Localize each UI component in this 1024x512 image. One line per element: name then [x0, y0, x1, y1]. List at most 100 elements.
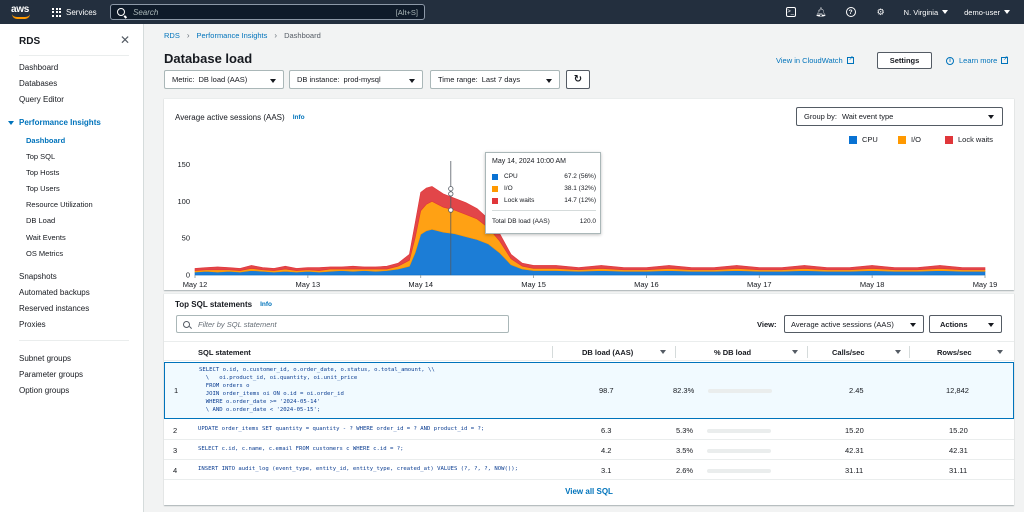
group-by-value: Wait event type — [841, 112, 894, 121]
sql-filter-input[interactable]: Filter by SQL statement — [176, 315, 509, 333]
column-sql-statement[interactable]: SQL statement — [198, 348, 251, 357]
legend-lock-waits[interactable]: Lock waits — [945, 135, 993, 144]
view-value: Average active sessions (AAS) — [791, 319, 894, 329]
breadcrumb-rds[interactable]: RDS — [164, 31, 180, 40]
sidebar-subitem-resource-utilization[interactable]: Resource Utilization — [26, 200, 93, 209]
tooltip-label: CPU — [504, 173, 518, 180]
sidebar-item-subnet-groups[interactable]: Subnet groups — [19, 354, 72, 363]
sql-table-header: SQL statement DB load (AAS) % DB load Ca… — [164, 341, 1014, 361]
tooltip-label: Lock waits — [504, 197, 535, 204]
table-row[interactable]: 3 SELECT c.id, c.name, c.email FROM cust… — [164, 441, 1014, 460]
pct-db-load-value: 82.3% — [673, 386, 695, 395]
refresh-button[interactable]: ↻ — [566, 70, 590, 89]
sidebar-item-reserved-instances[interactable]: Reserved instances — [19, 304, 90, 313]
metric-select[interactable]: Metric: DB load (AAS) — [164, 70, 284, 89]
global-search-input[interactable]: Search [Alt+S] — [110, 4, 425, 20]
legend-label: CPU — [862, 135, 878, 144]
calls-sec-value: 2.45 — [849, 386, 864, 395]
legend-cpu[interactable]: CPU — [849, 135, 878, 144]
breadcrumb-performance-insights[interactable]: Performance Insights — [196, 31, 268, 40]
db-load-value: 98.7 — [599, 386, 614, 395]
table-row[interactable]: 2 UPDATE order_items SET quantity = quan… — [164, 420, 1014, 440]
sidebar-subitem-db-load[interactable]: DB Load — [26, 216, 56, 225]
sidebar-item-dashboard[interactable]: Dashboard — [19, 63, 59, 72]
sidebar-subitem-os-metrics[interactable]: OS Metrics — [26, 249, 64, 258]
legend-io[interactable]: I/O — [898, 135, 921, 144]
bell-icon[interactable]: 🔔︎ — [814, 6, 827, 17]
sort-caret-icon[interactable] — [660, 350, 666, 354]
sidebar-subitem-top-hosts[interactable]: Top Hosts — [26, 168, 60, 177]
db-instance-select[interactable]: DB instance: prod-mysql — [289, 70, 423, 89]
divider — [19, 55, 129, 56]
tooltip-value: 67.2 (56%) — [564, 173, 596, 180]
settings-button[interactable]: Settings — [877, 52, 932, 69]
pct-bar — [707, 449, 771, 453]
row-index: 4 — [173, 466, 178, 475]
range-label: Time range: — [438, 75, 478, 84]
chart-title-text: Average active sessions (AAS) — [175, 113, 285, 122]
sidebar-section-performance-insights[interactable]: Performance Insights — [8, 118, 101, 127]
sidebar-item-option-groups[interactable]: Option groups — [19, 386, 70, 395]
sort-caret-icon[interactable] — [895, 350, 901, 354]
metric-label: Metric: — [172, 75, 195, 84]
column-db-load[interactable]: DB load (AAS) — [582, 348, 634, 357]
table-row[interactable]: 4 INSERT INTO audit_log (event_type, ent… — [164, 461, 1014, 480]
sidebar-item-parameter-groups[interactable]: Parameter groups — [19, 370, 84, 379]
help-icon[interactable]: ? — [845, 7, 856, 17]
actions-button[interactable]: Actions — [929, 315, 1002, 333]
sidebar-item-databases[interactable]: Databases — [19, 79, 58, 88]
group-by-select[interactable]: Group by: Wait event type — [796, 107, 1003, 126]
legend-label: Lock waits — [958, 135, 994, 144]
tooltip-label: I/O — [504, 185, 513, 192]
sidebar-item-proxies[interactable]: Proxies — [19, 320, 46, 329]
learn-more-link[interactable]: i Learn more — [946, 55, 1008, 65]
cloudshell-icon[interactable]: >_ — [785, 7, 796, 17]
sql-statement: SELECT o.id, o.customer_id, o.order_date… — [199, 367, 435, 413]
sql-info-link[interactable]: Info — [260, 301, 272, 308]
x-tick-label-time: 12:00 AM — [743, 289, 775, 291]
pct-bar — [707, 469, 771, 473]
tooltip-value: 14.7 (12%) — [564, 197, 596, 204]
column-pct-db-load[interactable]: % DB load — [714, 348, 752, 357]
sidebar-subitem-top-users[interactable]: Top Users — [26, 184, 60, 193]
aws-logo[interactable]: aws — [10, 3, 38, 21]
db-load-chart-panel: Average active sessions (AAS) Info Group… — [164, 98, 1014, 291]
user-menu[interactable]: demo-user — [964, 8, 1010, 17]
info-icon: i — [946, 56, 954, 65]
top-sql-panel: Top SQL statements Info Filter by SQL st… — [164, 293, 1014, 505]
tooltip-row-lock-waits: Lock waits 14.7 (12%) — [492, 197, 596, 204]
close-icon[interactable]: ✕ — [120, 33, 131, 47]
chevron-down-icon — [942, 10, 949, 14]
table-row[interactable]: 1 SELECT o.id, o.customer_id, o.order_da… — [164, 362, 1014, 419]
hover-point — [448, 186, 454, 192]
area-series-lock-waits[interactable] — [194, 186, 986, 271]
tooltip-swatch — [492, 173, 498, 180]
y-tick-label: 100 — [177, 197, 190, 206]
grid-icon — [52, 7, 61, 17]
calls-sec-value: 42.31 — [845, 446, 864, 455]
sort-caret-icon[interactable] — [997, 350, 1003, 354]
column-calls-sec[interactable]: Calls/sec — [832, 348, 865, 357]
sql-panel-title: Top SQL statements Info — [175, 300, 272, 309]
services-menu[interactable]: Services — [52, 7, 97, 17]
sort-caret-icon[interactable] — [792, 350, 798, 354]
chart-info-link[interactable]: Info — [292, 114, 305, 121]
column-rows-sec[interactable]: Rows/sec — [937, 348, 972, 357]
cloudwatch-label: View in CloudWatch — [776, 56, 843, 65]
view-select[interactable]: Average active sessions (AAS) — [784, 315, 924, 333]
learn-more-label: Learn more — [959, 56, 998, 65]
view-all-sql-link[interactable]: View all SQL — [565, 487, 613, 496]
time-range-select[interactable]: Time range: Last 7 days — [430, 70, 560, 89]
region-selector[interactable]: N. Virginia — [904, 8, 949, 17]
sidebar-subitem-wait-events[interactable]: Wait Events — [26, 233, 66, 242]
gear-icon[interactable]: ⚙ — [876, 6, 885, 17]
view-in-cloudwatch-link[interactable]: View in CloudWatch — [776, 55, 854, 65]
y-tick-label: 50 — [182, 234, 190, 243]
sidebar-item-snapshots[interactable]: Snapshots — [19, 272, 57, 281]
view-label: View: — [757, 320, 777, 329]
sidebar-subitem-dashboard[interactable]: Dashboard — [26, 136, 66, 145]
sidebar-item-query-editor[interactable]: Query Editor — [19, 95, 64, 104]
sidebar-item-automated-backups[interactable]: Automated backups — [19, 288, 90, 297]
sidebar-subitem-top-sql[interactable]: Top SQL — [26, 152, 56, 161]
